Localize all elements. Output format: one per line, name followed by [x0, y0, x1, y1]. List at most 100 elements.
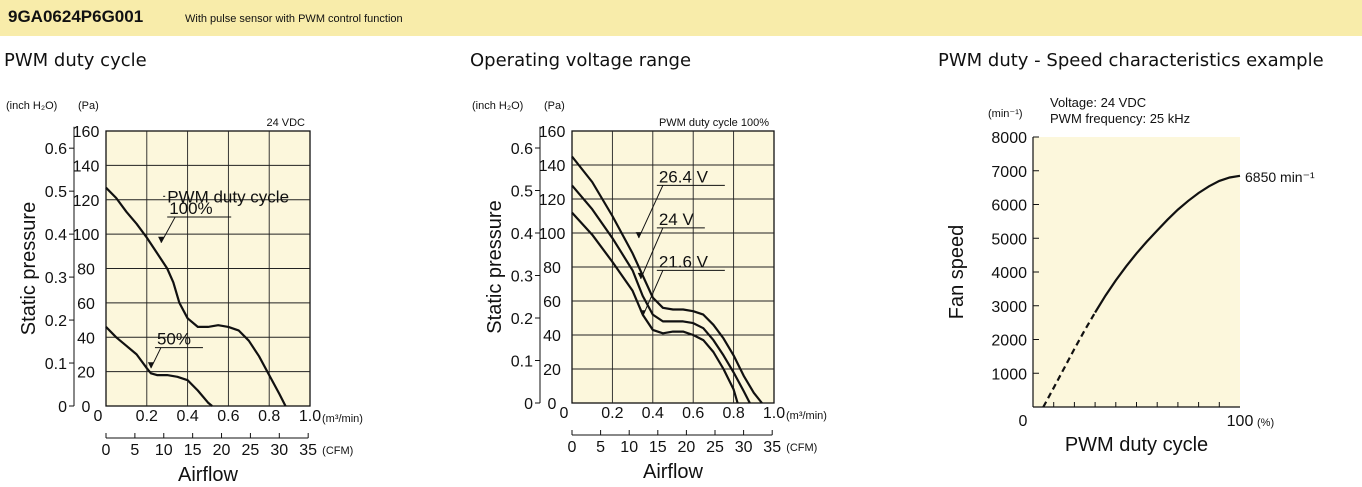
chart-3-title: PWM duty - Speed characteristics example — [938, 50, 1324, 71]
c3-y-tick: 7000 — [991, 164, 1027, 181]
c1-y-axis-label: Static pressure — [18, 202, 40, 335]
c2-y-tick-inch: 0.4 — [511, 226, 533, 243]
c2-y-tick-pa: 20 — [543, 362, 561, 379]
c3-x-tick-100: 100 — [1227, 413, 1254, 430]
c3-y-tick: 5000 — [991, 231, 1027, 248]
c1-x2-tick: 20 — [213, 442, 231, 459]
c2-x-unit: (m³/min) — [786, 410, 827, 422]
header-bar: 9GA0624P6G001 With pulse sensor with PWM… — [0, 0, 1362, 36]
c2-x2-tick: 10 — [620, 439, 638, 456]
c1-y-tick-pa: 120 — [73, 193, 100, 210]
c2-label-arrow — [635, 232, 642, 239]
c1-x-unit: (m³/min) — [322, 413, 363, 425]
c2-label-leader — [640, 227, 664, 280]
c1-y-tick-pa: 40 — [77, 330, 95, 347]
c2-y-tick-pa: 140 — [539, 158, 566, 175]
c1-label-leader — [160, 216, 176, 243]
c2-series-line-1 — [571, 155, 763, 404]
c2-label-arrow — [639, 310, 646, 317]
c1-x-tick: 0.6 — [217, 408, 239, 425]
c2-y-tick-pa: 100 — [539, 226, 566, 243]
c3-y-tick: 3000 — [991, 299, 1027, 316]
c2-annotation: PWM duty cycle 100% — [659, 117, 769, 129]
c2-x-tick: 0 — [560, 405, 569, 422]
c3-series-line-dashed — [1042, 311, 1097, 408]
c1-y-tick-inch: 0.4 — [45, 227, 67, 244]
c1-y-tick-pa: 80 — [77, 262, 95, 279]
c1-y-tick-pa: 0 — [82, 399, 91, 416]
model-number: 9GA0624P6G001 — [8, 7, 144, 26]
c1-y-tick-inch: 0.5 — [45, 184, 67, 201]
c2-x-tick: 1.0 — [763, 405, 785, 422]
c1-label-arrow — [158, 236, 165, 243]
c2-y-tick-inch: 0.2 — [511, 311, 533, 328]
c1-x2-tick: 10 — [155, 442, 173, 459]
c1-y-tick-pa: 100 — [73, 227, 100, 244]
c1-x2-unit: (CFM) — [322, 445, 353, 457]
c1-y-tick-inch: 0.1 — [45, 356, 67, 373]
c1-x-tick: 1.0 — [299, 408, 321, 425]
c3-end-label: 6850 min⁻¹ — [1245, 169, 1315, 185]
c1-series-label-1: 100% — [169, 199, 212, 218]
c1-series-label-2: 50% — [157, 330, 191, 349]
c2-label-leader — [638, 185, 664, 239]
c1-x2-tick: 30 — [270, 442, 288, 459]
c2-x2-tick: 25 — [706, 439, 724, 456]
c2-x2-tick: 5 — [596, 439, 605, 456]
c3-annotation-line-2: PWM frequency: 25 kHz — [1050, 111, 1190, 126]
c1-y-unit-inch: (inch H₂O) — [6, 100, 57, 112]
c1-x-tick: 0 — [94, 408, 103, 425]
c2-x-axis-label: Airflow — [643, 461, 704, 483]
c1-annotation: 24 VDC — [266, 117, 305, 129]
c2-y-tick-pa: 60 — [543, 294, 561, 311]
c2-label-arrow — [637, 272, 644, 279]
c2-x-tick: 0.6 — [682, 405, 704, 422]
c2-x2-unit: (CFM) — [786, 442, 817, 454]
c2-y-tick-pa: 80 — [543, 260, 561, 277]
c1-y-tick-pa: 160 — [73, 124, 100, 141]
c2-y-tick-pa: 120 — [539, 192, 566, 209]
c1-x2-tick: 25 — [242, 442, 260, 459]
c3-x-axis-label: PWM duty cycle — [1065, 434, 1208, 456]
c1-label-arrow — [147, 362, 154, 369]
c1-y-tick-inch: 0 — [58, 399, 67, 416]
c2-x-tick: 0.8 — [722, 405, 744, 422]
c1-y-tick-inch: 0.2 — [45, 313, 67, 330]
c1-x2-tick: 15 — [184, 442, 202, 459]
c1-y-tick-inch: 0.6 — [45, 141, 67, 158]
c2-x2-tick: 0 — [568, 439, 577, 456]
c2-y-tick-pa: 40 — [543, 328, 561, 345]
c1-y-unit-pa: (Pa) — [78, 100, 99, 112]
c2-y-tick-inch: 0.6 — [511, 141, 533, 158]
c2-y-unit-inch: (inch H₂O) — [472, 100, 523, 112]
c3-y-tick: 1000 — [991, 366, 1027, 383]
c1-x-tick: 0.8 — [258, 408, 280, 425]
c2-x2-tick: 20 — [678, 439, 696, 456]
c1-series-line-2 — [105, 326, 213, 407]
c2-series-label-1: 26.4 V — [659, 167, 709, 186]
c3-y-unit: (min⁻¹) — [988, 108, 1023, 120]
c3-y-tick: 6000 — [991, 198, 1027, 215]
c2-x-tick: 0.2 — [601, 405, 623, 422]
c3-y-axis-label: Fan speed — [946, 225, 968, 320]
c2-label-leader — [642, 270, 664, 317]
c1-x-axis-label: Airflow — [178, 464, 239, 486]
c2-series-line-3 — [571, 211, 739, 404]
chart-1-title: PWM duty cycle — [4, 50, 147, 71]
chart-2-title: Operating voltage range — [470, 50, 692, 71]
c2-y-tick-inch: 0 — [524, 396, 533, 413]
c2-y-axis-label: Static pressure — [484, 200, 506, 333]
c2-x2-tick: 35 — [763, 439, 781, 456]
c2-y-tick-pa: 160 — [539, 124, 566, 141]
c1-y-tick-pa: 140 — [73, 158, 100, 175]
c3-annotation-line-1: Voltage: 24 VDC — [1050, 95, 1146, 110]
c2-y-tick-inch: 0.3 — [511, 269, 533, 286]
c2-x2-tick: 30 — [735, 439, 753, 456]
c3-y-tick: 4000 — [991, 265, 1027, 282]
c2-series-line-2 — [571, 184, 751, 404]
c2-series-label-3: 21.6 V — [659, 252, 709, 271]
c1-y-tick-pa: 20 — [77, 365, 95, 382]
c1-x-tick: 0.2 — [136, 408, 158, 425]
c2-y-tick-pa: 0 — [548, 396, 557, 413]
c1-y-tick-pa: 60 — [77, 296, 95, 313]
